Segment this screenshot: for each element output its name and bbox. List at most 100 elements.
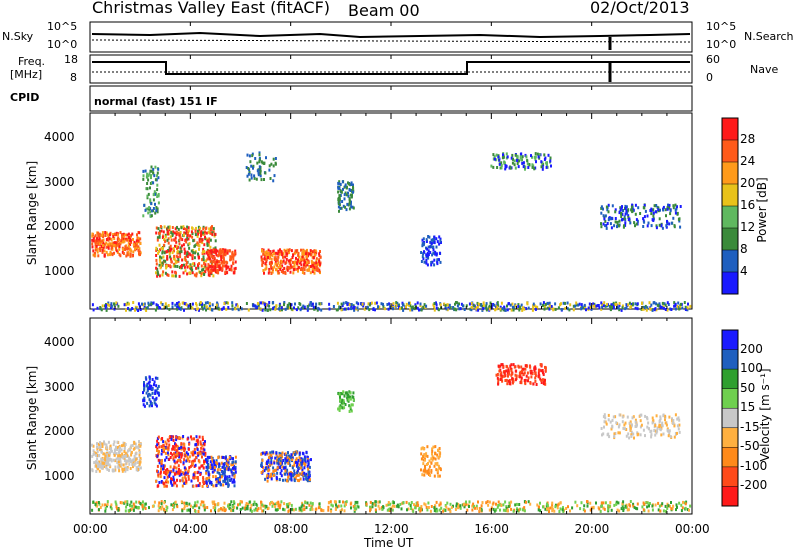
echo-cell (248, 500, 251, 504)
echo-cell (457, 502, 460, 506)
echo-cell (431, 458, 434, 462)
echo-cell (116, 507, 119, 511)
echo-cell (600, 205, 603, 209)
echo-cell (146, 401, 149, 405)
echo-cell (187, 452, 190, 456)
echo-cell (357, 505, 360, 509)
echo-cell (369, 507, 372, 511)
echo-cell (148, 506, 150, 510)
echo-cell (112, 233, 115, 237)
echo-cell (221, 255, 224, 259)
echo-cell (396, 301, 399, 305)
echo-cell (200, 464, 203, 468)
echo-cell (355, 507, 358, 511)
echo-cell (276, 501, 278, 505)
echo-cell (439, 303, 442, 307)
echo-cell (387, 501, 390, 504)
echo-cell (233, 478, 235, 482)
echo-cell (190, 266, 193, 270)
echo-cell (201, 268, 204, 272)
echo-cell (539, 302, 542, 306)
echo-cell (115, 505, 118, 509)
echo-cell (131, 507, 134, 511)
echo-cell (95, 451, 98, 455)
echo-cell (140, 442, 142, 446)
echo-cell (393, 501, 395, 505)
echo-cell (559, 501, 562, 505)
echo-cell (422, 469, 425, 473)
echo-cell (102, 452, 105, 456)
echo-cell (203, 448, 206, 452)
echo-cell (318, 258, 321, 262)
n-search-label: N.Search (744, 30, 794, 43)
echo-cell (660, 433, 663, 437)
power-panel-frame (89, 112, 693, 310)
echo-cell (566, 301, 569, 305)
echo-cell (154, 165, 157, 169)
echo-cell (444, 508, 447, 512)
echo-cell (218, 251, 221, 255)
echo-cell (629, 420, 632, 424)
echo-cell (675, 508, 677, 512)
echo-cell (474, 506, 476, 510)
echo-cell (628, 436, 631, 440)
echo-cell (153, 380, 156, 384)
echo-cell (530, 371, 532, 375)
echo-cell (497, 504, 500, 507)
echo-cell (521, 508, 524, 512)
echo-cell (206, 468, 209, 472)
echo-cell (204, 263, 207, 267)
echo-cell (123, 247, 126, 251)
echo-cell (201, 258, 204, 262)
echo-cell (438, 474, 441, 478)
echo-cell (201, 464, 204, 468)
echo-cell (108, 242, 111, 246)
echo-cell (212, 250, 215, 254)
echo-cell (627, 303, 630, 307)
echo-cell (639, 425, 642, 429)
echo-cell (304, 264, 307, 268)
echo-cell (183, 231, 186, 235)
echo-cell (255, 177, 258, 181)
echo-cell (212, 230, 215, 234)
echo-cell (183, 466, 186, 470)
echo-cell (283, 466, 286, 470)
echo-cell (275, 468, 278, 472)
echo-cell (386, 508, 389, 512)
echo-cell (186, 265, 189, 269)
echo-cell (513, 163, 516, 167)
echo-cell (183, 449, 186, 452)
echo-cell (504, 500, 507, 504)
echo-cell (654, 503, 657, 507)
echo-cell (122, 441, 125, 445)
echo-cell (468, 302, 471, 306)
echo-cell (147, 381, 150, 385)
echo-cell (509, 166, 512, 170)
echo-cell (267, 460, 270, 464)
echo-cell (462, 304, 464, 308)
x-tick-label: 16:00 (474, 522, 509, 536)
echo-cell (169, 244, 172, 248)
echo-cell (217, 477, 220, 481)
echo-cell (216, 468, 219, 472)
echo-cell (272, 466, 275, 470)
echo-cell (601, 303, 604, 306)
echo-cell (340, 206, 343, 210)
echo-cell (673, 301, 676, 305)
power-y-tick-1000: 1000 (44, 264, 75, 278)
echo-cell (137, 506, 140, 509)
echo-cell (131, 444, 134, 447)
echo-cell (193, 263, 196, 267)
echo-cell (292, 271, 295, 275)
echo-cell (247, 167, 250, 170)
echo-cell (506, 155, 509, 159)
echo-cell (340, 302, 343, 306)
echo-cell (609, 308, 612, 312)
echo-cell (300, 505, 303, 509)
echo-cell (356, 500, 359, 504)
echo-cell (120, 463, 123, 467)
echo-cell (173, 465, 176, 469)
echo-cell (149, 198, 152, 202)
echo-cell (215, 483, 218, 487)
echo-cell (270, 260, 273, 264)
